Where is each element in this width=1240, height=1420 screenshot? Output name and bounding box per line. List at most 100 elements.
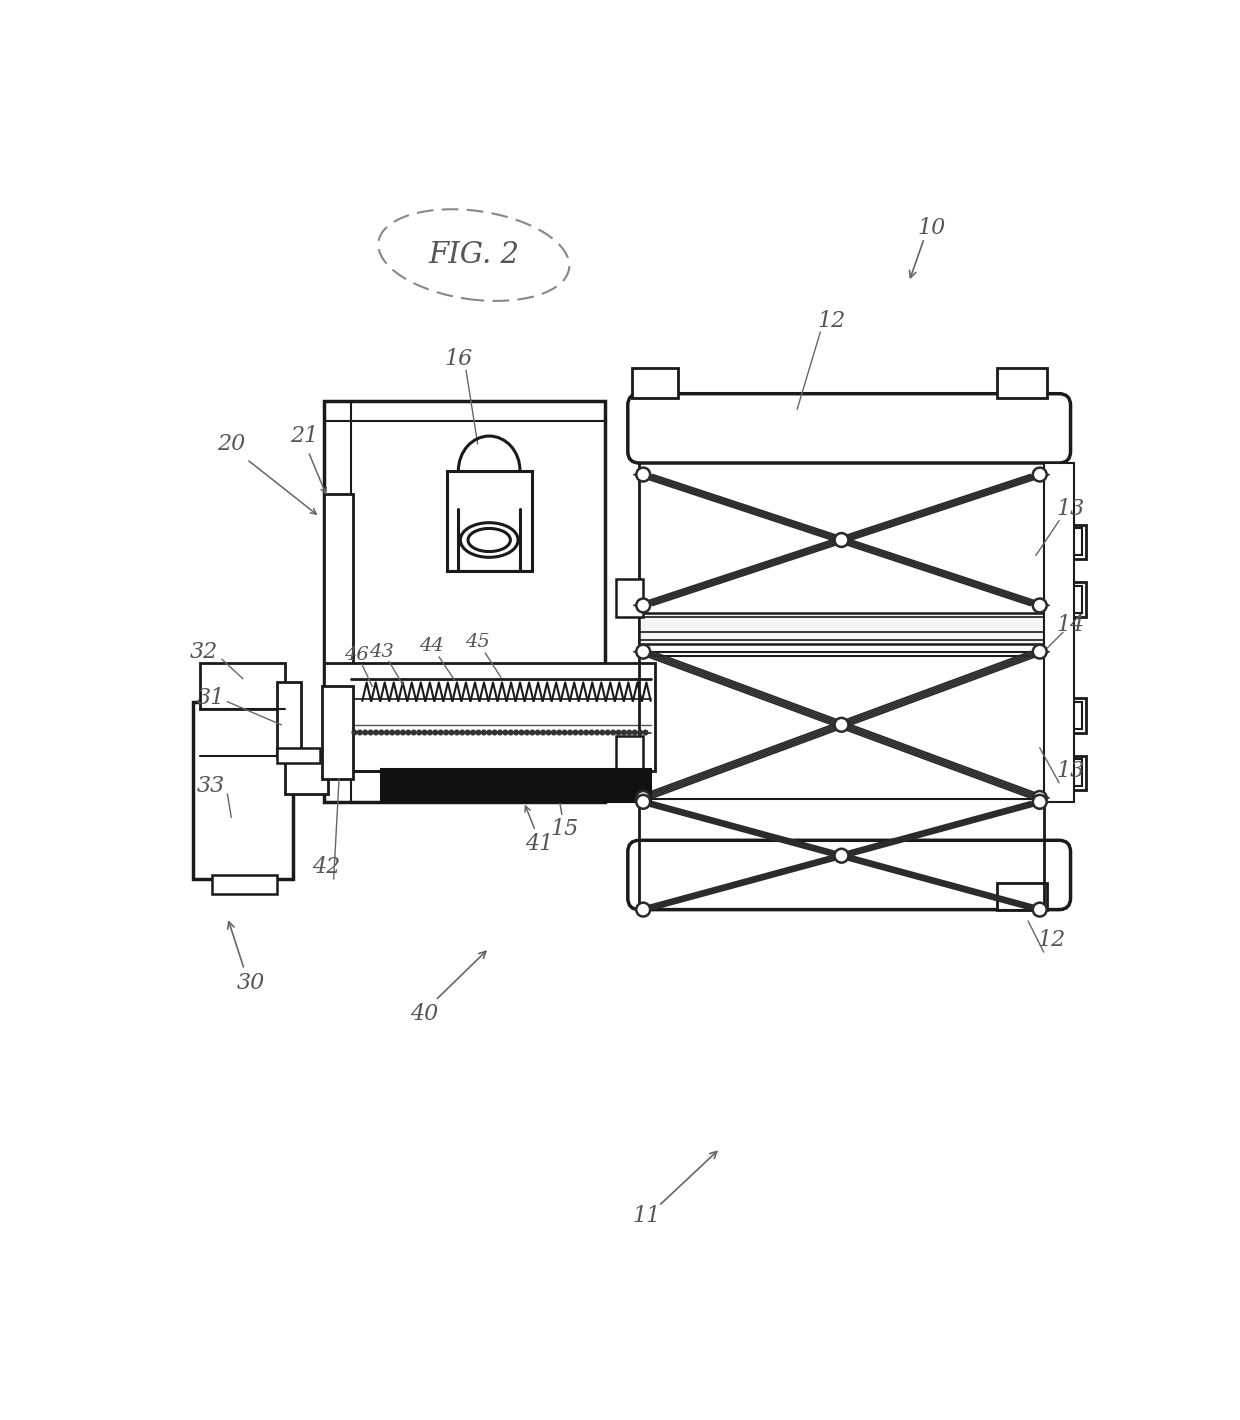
Circle shape	[835, 532, 848, 547]
Bar	[631, 368, 678, 398]
Circle shape	[636, 598, 650, 612]
Circle shape	[595, 730, 599, 734]
Text: 20: 20	[217, 433, 246, 454]
Bar	[1059, 586, 1083, 613]
Circle shape	[636, 791, 650, 805]
Circle shape	[368, 730, 373, 734]
Circle shape	[373, 730, 378, 734]
Circle shape	[379, 730, 383, 734]
Circle shape	[460, 730, 465, 734]
Text: 45: 45	[465, 633, 490, 652]
Circle shape	[636, 467, 650, 481]
Circle shape	[1033, 598, 1047, 612]
Circle shape	[546, 730, 551, 734]
Circle shape	[352, 730, 357, 734]
Bar	[382, 770, 651, 802]
Bar	[640, 613, 1044, 643]
Circle shape	[611, 730, 615, 734]
Circle shape	[487, 730, 491, 734]
Bar	[322, 686, 353, 778]
Bar	[382, 770, 651, 802]
Circle shape	[497, 730, 502, 734]
Circle shape	[433, 730, 438, 734]
Bar	[1044, 524, 1086, 559]
Text: 10: 10	[918, 217, 946, 239]
Circle shape	[584, 730, 589, 734]
Circle shape	[471, 730, 475, 734]
Bar	[616, 578, 644, 618]
Bar	[1044, 463, 1074, 802]
Bar	[1059, 528, 1083, 555]
Text: 21: 21	[290, 425, 319, 447]
Text: 15: 15	[551, 818, 579, 839]
Circle shape	[616, 730, 621, 734]
Circle shape	[579, 730, 583, 734]
Circle shape	[417, 730, 422, 734]
Bar	[1044, 697, 1086, 733]
Circle shape	[644, 730, 647, 734]
Circle shape	[508, 730, 513, 734]
Bar	[285, 755, 327, 794]
Bar	[616, 737, 644, 775]
Circle shape	[1033, 903, 1047, 916]
Circle shape	[621, 730, 626, 734]
FancyBboxPatch shape	[627, 393, 1070, 463]
Circle shape	[449, 730, 454, 734]
Circle shape	[835, 719, 848, 731]
Circle shape	[384, 730, 389, 734]
Circle shape	[637, 730, 642, 734]
Bar	[192, 701, 293, 879]
Circle shape	[428, 730, 433, 734]
Circle shape	[636, 645, 650, 659]
Text: 42: 42	[311, 856, 340, 878]
Circle shape	[835, 849, 848, 862]
Circle shape	[529, 730, 534, 734]
Circle shape	[1033, 795, 1047, 809]
Circle shape	[605, 730, 610, 734]
Text: 40: 40	[409, 1003, 438, 1025]
Circle shape	[1033, 791, 1047, 805]
Circle shape	[396, 730, 399, 734]
Text: 16: 16	[444, 348, 472, 371]
Circle shape	[557, 730, 562, 734]
Text: 32: 32	[190, 640, 218, 663]
Ellipse shape	[460, 523, 518, 557]
Circle shape	[492, 730, 497, 734]
Text: 14: 14	[1056, 613, 1085, 636]
Ellipse shape	[378, 209, 569, 301]
Circle shape	[412, 730, 417, 734]
Text: 12: 12	[817, 310, 846, 331]
Circle shape	[541, 730, 546, 734]
Text: 46: 46	[345, 646, 370, 665]
Circle shape	[389, 730, 394, 734]
Text: 43: 43	[370, 643, 394, 660]
Bar	[446, 470, 532, 571]
Circle shape	[552, 730, 557, 734]
Circle shape	[632, 730, 637, 734]
Circle shape	[476, 730, 481, 734]
Circle shape	[520, 730, 523, 734]
Text: 31: 31	[196, 687, 224, 709]
Bar	[997, 368, 1048, 398]
Bar	[324, 494, 353, 710]
Bar	[997, 883, 1048, 910]
Bar	[1059, 701, 1083, 728]
Circle shape	[568, 730, 573, 734]
Circle shape	[422, 730, 427, 734]
Text: 33: 33	[196, 775, 224, 798]
Circle shape	[357, 730, 362, 734]
Text: 12: 12	[1037, 930, 1065, 951]
Circle shape	[636, 903, 650, 916]
Circle shape	[503, 730, 507, 734]
Circle shape	[363, 730, 367, 734]
Text: 11: 11	[632, 1206, 661, 1227]
Text: 13: 13	[1056, 498, 1085, 520]
Circle shape	[465, 730, 470, 734]
Bar	[201, 663, 285, 710]
Circle shape	[513, 730, 518, 734]
Ellipse shape	[467, 528, 511, 551]
Circle shape	[1033, 467, 1047, 481]
Circle shape	[627, 730, 631, 734]
Circle shape	[439, 730, 443, 734]
Text: 30: 30	[237, 971, 264, 994]
